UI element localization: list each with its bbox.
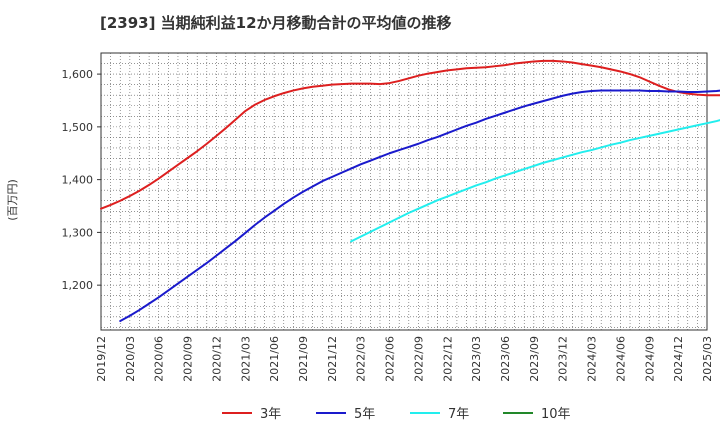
x-tick-label: 2021/09: [297, 336, 310, 382]
x-tick-label: 2022/06: [384, 336, 397, 382]
chart-title: [2393] 当期純利益12か月移動合計の平均値の推移: [100, 14, 452, 32]
legend-label: 3年: [260, 407, 281, 422]
y-tick-label: 1,300: [62, 226, 94, 239]
legend-item-10年[interactable]: 10年: [503, 407, 571, 422]
x-tick-label: 2023/12: [557, 336, 570, 382]
grid-lines: [101, 53, 707, 330]
x-tick-label: 2021/06: [268, 336, 281, 382]
series-line-5年: [119, 89, 720, 323]
legend-label: 5年: [354, 407, 375, 422]
x-tick-label: 2024/06: [614, 336, 627, 382]
x-tick-label: 2023/09: [528, 336, 541, 382]
x-tick-label: 2022/03: [355, 336, 368, 382]
legend-item-5年[interactable]: 5年: [316, 407, 375, 422]
legend[interactable]: 3年 5年 7年 10年: [222, 407, 571, 422]
x-tick-label: 2020/03: [124, 336, 137, 382]
x-tick-label: 2021/03: [239, 336, 252, 382]
legend-item-7年[interactable]: 7年: [410, 407, 469, 422]
series-line-3年: [100, 59, 720, 210]
x-tick-label: 2023/06: [499, 336, 512, 382]
plot-area: [100, 52, 708, 331]
series-lines: [100, 59, 720, 323]
legend-item-3年[interactable]: 3年: [222, 407, 281, 422]
y-tick-label: 1,600: [62, 68, 94, 81]
x-tick-label: 2019/12: [95, 336, 108, 382]
x-tick-label: 2020/09: [182, 336, 195, 382]
x-tick-label: 2021/12: [326, 336, 339, 382]
x-tick-label: 2022/09: [412, 336, 425, 382]
y-tick-label: 1,500: [62, 121, 94, 134]
y-tick-label: 1,400: [62, 174, 94, 187]
x-tick-label: 2020/12: [210, 336, 223, 382]
series-line-7年: [350, 119, 720, 243]
legend-label: 7年: [448, 407, 469, 422]
x-tick-label: 2020/06: [153, 336, 166, 382]
x-tick-label: 2024/09: [643, 336, 656, 382]
x-tick-label: 2024/03: [586, 336, 599, 382]
legend-label: 10年: [541, 407, 571, 422]
x-tick-label: 2024/12: [672, 336, 685, 382]
y-tick-labels: 1,200 1,300 1,400 1,500 1,600: [62, 68, 101, 292]
x-tick-label: 2022/12: [441, 336, 454, 382]
x-tick-label: 2023/03: [470, 336, 483, 382]
y-axis-label: (百万円): [6, 179, 19, 221]
x-tick-labels: 2019/12 2020/03 2020/06 2020/09 2020/12 2021/…: [95, 336, 714, 382]
y-tick-label: 1,200: [62, 279, 94, 292]
x-tick-label: 2025/03: [701, 336, 714, 382]
